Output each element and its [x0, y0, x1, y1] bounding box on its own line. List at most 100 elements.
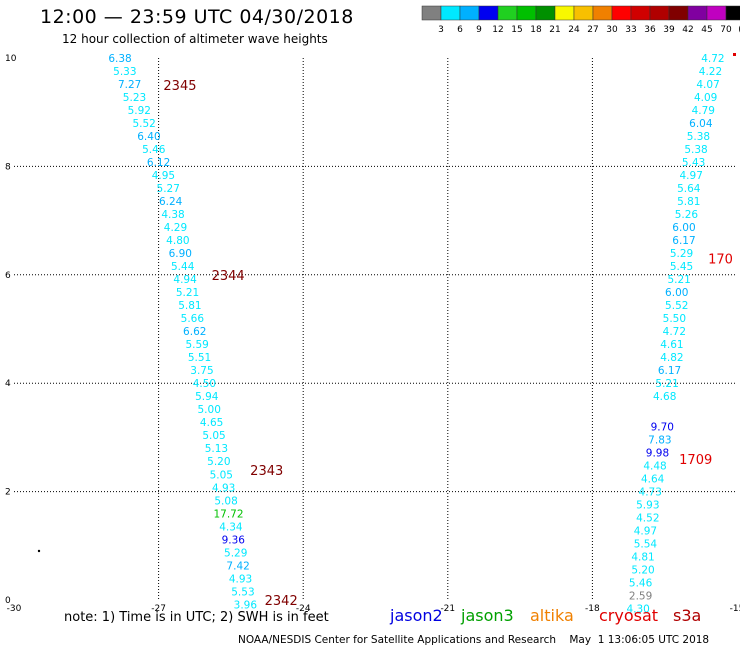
wave-height-value: 2.59: [629, 591, 652, 603]
wave-height-value: 5.20: [631, 565, 654, 577]
wave-height-value: 5.93: [636, 500, 659, 512]
color-swatch: [706, 5, 727, 21]
wave-height-value: 4.68: [653, 391, 676, 403]
x-tick-label: -24: [296, 604, 311, 614]
wave-height-value: 5.20: [207, 456, 230, 468]
wave-height-value: 5.08: [214, 495, 237, 507]
wave-height-value: 5.29: [224, 547, 247, 559]
track-time-label: 2342: [265, 594, 298, 609]
color-swatch: [725, 5, 740, 21]
color-swatch: [440, 5, 461, 21]
wave-height-value: 5.50: [663, 313, 686, 325]
color-scale-label: 12: [492, 25, 503, 35]
wave-height-value: 5.27: [157, 183, 180, 195]
color-scale-label: 45: [701, 25, 712, 35]
x-tick-label: -15: [730, 604, 740, 614]
track-time-label: 2343: [250, 464, 283, 479]
y-tick-label: 10: [5, 54, 17, 64]
mission-legend-item: altika: [530, 606, 574, 625]
color-swatch: [630, 5, 651, 21]
wave-height-value: 5.00: [198, 404, 221, 416]
wave-height-value: 5.38: [684, 144, 707, 156]
wave-height-value: 9.98: [646, 448, 669, 460]
wave-height-value: 5.38: [687, 131, 710, 143]
color-swatch: [497, 5, 518, 21]
color-scale-label: 70: [720, 25, 732, 35]
y-tick-label: 0: [5, 596, 11, 606]
wave-height-value: 4.80: [166, 235, 189, 247]
chart-subtitle: 12 hour collection of altimeter wave hei…: [62, 32, 328, 46]
color-swatch: [554, 5, 575, 21]
color-swatch: [478, 5, 499, 21]
wave-height-value: 6.90: [169, 248, 192, 260]
wave-height-value: 4.61: [660, 339, 683, 351]
wave-height-value: 4.29: [164, 222, 187, 234]
wave-height-value: 5.45: [670, 261, 693, 273]
wave-height-value: 4.72: [701, 53, 724, 65]
color-swatch: [573, 5, 594, 21]
color-scale-label: 42: [682, 25, 693, 35]
color-scale-label: 15: [511, 25, 522, 35]
wave-height-value: 5.44: [171, 261, 195, 273]
wave-height-value: 4.07: [696, 79, 719, 91]
mission-legend-item: s3a: [673, 606, 702, 625]
mission-legend-item: cryosat: [599, 606, 659, 625]
wave-height-value: 5.52: [665, 300, 688, 312]
wave-height-value: 5.21: [667, 274, 690, 286]
wave-height-value: 5.05: [202, 430, 225, 442]
wave-height-value: 17.72: [213, 508, 243, 520]
wave-height-value: 4.30: [626, 604, 649, 616]
wave-height-value: 9.36: [222, 534, 246, 546]
wave-height-value: 6.04: [689, 118, 713, 130]
x-tick-label: -21: [440, 604, 455, 614]
wave-height-value: 5.81: [677, 196, 700, 208]
wave-height-value: 4.65: [200, 417, 223, 429]
mission-legend-item: jason2: [390, 606, 443, 625]
wave-height-value: 4.72: [663, 326, 686, 338]
wave-height-value: 7.83: [648, 435, 671, 447]
wave-height-value: 4.50: [193, 378, 216, 390]
wave-height-value: 5.54: [634, 539, 658, 551]
color-scale-label: 9: [476, 25, 482, 35]
x-tick-label: -27: [151, 604, 166, 614]
wave-height-value: 5.81: [178, 300, 201, 312]
x-tick-label: -18: [585, 604, 600, 614]
wave-height-value: 5.94: [195, 391, 219, 403]
color-swatch: [611, 5, 632, 21]
wave-height-value: 6.00: [665, 287, 688, 299]
wave-height-value: 6.12: [147, 157, 170, 169]
wave-height-value: 5.51: [188, 352, 211, 364]
wave-height-value: 5.26: [675, 209, 699, 221]
wave-height-value: 4.34: [219, 521, 243, 533]
track-time-label: 170: [708, 253, 733, 268]
wave-height-value: 4.93: [229, 573, 252, 585]
mission-legend-item: jason3: [461, 606, 514, 625]
color-scale-label: 3: [438, 25, 444, 35]
wave-height-value: 4.38: [161, 209, 184, 221]
color-swatch: [535, 5, 556, 21]
wave-height-value: 6.62: [183, 326, 206, 338]
wave-height-value: 4.97: [680, 170, 703, 182]
wave-height-value: 4.82: [660, 352, 683, 364]
wave-height-value: 4.79: [692, 105, 715, 117]
wave-height-value: 9.70: [651, 422, 674, 434]
wave-height-value: 5.13: [205, 443, 228, 455]
color-scale-label: 39: [663, 25, 675, 35]
track-time-label: 2344: [212, 269, 245, 284]
wave-height-value: 7.27: [118, 79, 141, 91]
footer-credit: NOAA/NESDIS Center for Satellite Applica…: [238, 634, 710, 646]
wave-height-value: 6.24: [159, 196, 183, 208]
edge-mark: [733, 53, 736, 56]
chart-title: 12:00 — 23:59 UTC 04/30/2018: [40, 6, 354, 28]
color-scale-label: 30: [606, 25, 618, 35]
wave-height-value: 5.21: [176, 287, 199, 299]
wave-height-value: 4.73: [639, 487, 662, 499]
wave-height-value: 4.09: [694, 92, 717, 104]
color-scale-label: 6: [457, 25, 463, 35]
wave-height-value: 4.94: [173, 274, 197, 286]
plot-area: -30-27-24-21-18-1502468106.385.337.275.2…: [5, 53, 740, 616]
wave-height-value: 5.53: [231, 586, 254, 598]
wave-height-value: 5.92: [128, 105, 151, 117]
color-swatch: [459, 5, 480, 21]
